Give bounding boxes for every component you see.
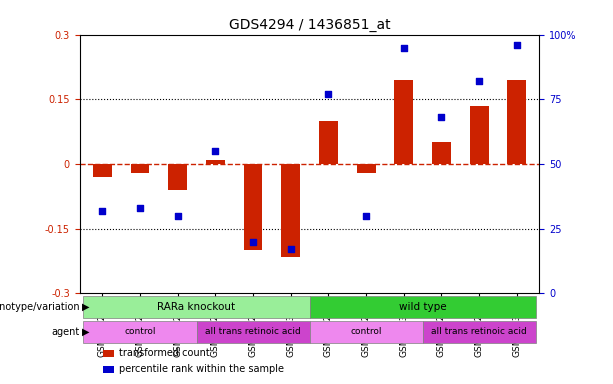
Text: ▶: ▶ [82,327,89,337]
Bar [131,164,150,173]
Text: all trans retinoic acid: all trans retinoic acid [432,327,527,336]
FancyBboxPatch shape [197,321,310,343]
Bar [319,121,338,164]
Point [361,213,371,219]
Bar [206,160,225,164]
Bar [281,164,300,257]
Point [97,207,107,214]
FancyBboxPatch shape [83,296,310,318]
Bar [508,80,526,164]
FancyBboxPatch shape [422,321,536,343]
Bar [103,366,114,373]
Bar [93,164,112,177]
Point [248,238,258,245]
Point [173,213,183,219]
Text: transformed count: transformed count [119,348,210,358]
Point [399,45,409,51]
Point [474,78,484,84]
Point [286,247,295,253]
FancyBboxPatch shape [310,321,422,343]
Point [210,148,220,154]
Title: GDS4294 / 1436851_at: GDS4294 / 1436851_at [229,18,390,32]
Point [512,42,522,48]
Point [436,114,446,121]
FancyBboxPatch shape [310,296,536,318]
Bar [470,106,489,164]
Text: agent: agent [51,327,80,337]
Bar [357,164,376,173]
Text: percentile rank within the sample: percentile rank within the sample [119,364,284,374]
Bar [243,164,262,250]
Bar [103,350,114,357]
Bar [432,142,451,164]
Text: wild type: wild type [399,302,446,312]
Point [324,91,333,97]
Text: all trans retinoic acid: all trans retinoic acid [205,327,301,336]
Bar [168,164,187,190]
Text: control: control [124,327,156,336]
Bar [394,80,413,164]
Point [135,205,145,211]
Text: genotype/variation: genotype/variation [0,302,80,312]
Text: RARa knockout: RARa knockout [158,302,235,312]
FancyBboxPatch shape [83,321,197,343]
Text: ▶: ▶ [82,302,89,312]
Text: control: control [351,327,382,336]
